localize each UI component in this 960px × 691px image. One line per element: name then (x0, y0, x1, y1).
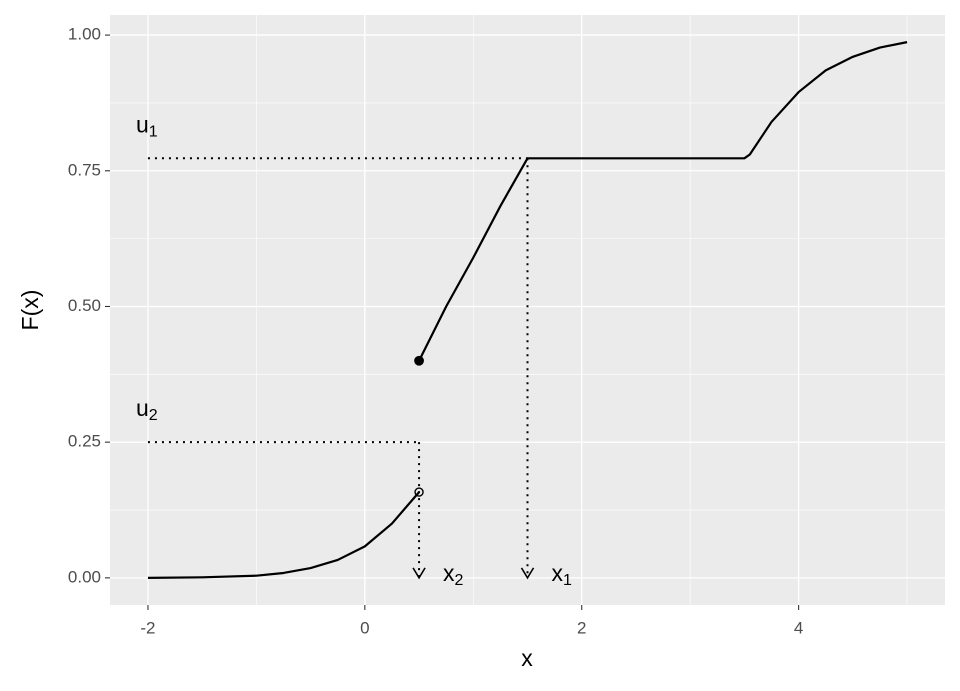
guide-arrow (412, 567, 426, 580)
cdf-line (147, 491, 420, 579)
x-axis-title: x (521, 645, 533, 671)
y-tick-label: 0.00 (68, 567, 101, 586)
y-axis-title: F(x) (17, 290, 43, 331)
u-label-sub: 1 (149, 124, 158, 141)
u-label-main: u (136, 395, 149, 421)
x-tick-label: 4 (794, 618, 803, 637)
open-point (414, 487, 424, 497)
x-tick-label: 2 (577, 618, 586, 637)
u-label: u1 (136, 111, 158, 140)
cdf-line (418, 41, 908, 362)
x-tick-label: 0 (360, 618, 369, 637)
x-label-sub: 1 (563, 572, 572, 589)
guide-arrow (520, 567, 535, 580)
closed-point (414, 355, 424, 366)
y-tick-label: 1.00 (68, 25, 101, 44)
y-tick-label: 0.25 (68, 432, 101, 451)
x-label-sub: 2 (455, 572, 464, 589)
u-label: u2 (136, 395, 158, 424)
y-tick-label: 0.75 (68, 160, 101, 179)
x-label: x2 (443, 560, 464, 589)
u-label-main: u (136, 111, 149, 137)
u-label-sub: 2 (149, 407, 158, 424)
x-label-main: x (443, 560, 455, 586)
x-tick-label: -2 (140, 618, 155, 637)
x-label: x1 (552, 560, 573, 589)
x-label-main: x (552, 560, 564, 586)
y-tick-label: 0.50 (68, 296, 101, 315)
panel (110, 15, 945, 605)
